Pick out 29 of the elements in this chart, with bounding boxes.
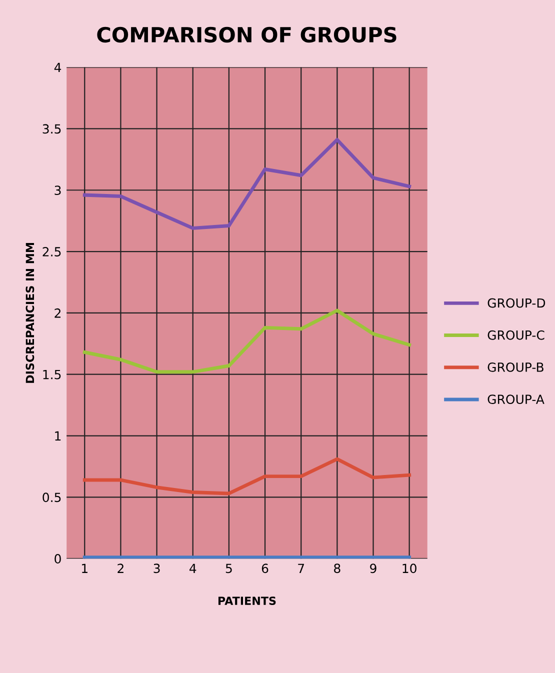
y-tick-label: 3.5	[42, 124, 61, 134]
x-axis-title: PATIENTS	[218, 596, 276, 605]
chart-title: COMPARISON OF GROUPS	[97, 26, 396, 43]
y-tick-label: 2.5	[42, 247, 61, 256]
legend-label: GROUP-B	[488, 362, 544, 372]
y-tick-label: 1.5	[43, 370, 61, 380]
x-tick-label: 5	[226, 564, 232, 574]
x-tick-label: 7	[298, 564, 304, 573]
legend-label: GROUP-A	[488, 394, 544, 404]
y-tick-label: 0	[54, 554, 61, 564]
y-axis-title: DISCREPANCIES IN MM	[26, 243, 34, 383]
legend-label: GROUP-C	[488, 330, 544, 340]
line-series	[82, 138, 412, 230]
y-tick-label: 2	[54, 308, 60, 318]
line-series	[82, 457, 412, 496]
x-tick-label: 2	[118, 564, 124, 573]
legend-label: GROUP-D	[488, 298, 546, 308]
x-tick-label: 3	[154, 564, 160, 574]
x-tick-label: 10	[402, 564, 416, 574]
x-tick-label: 1	[82, 564, 88, 573]
x-tick-label: 9	[370, 564, 376, 574]
line-series	[82, 308, 412, 374]
y-tick-label: 4	[54, 62, 62, 72]
x-tick-label: 6	[262, 564, 268, 574]
x-tick-label: 4	[189, 564, 196, 573]
y-tick-label: 1	[55, 431, 61, 441]
y-tick-label: 3	[54, 186, 61, 196]
y-tick-label: 0.5	[42, 492, 61, 502]
x-tick-label: 8	[334, 564, 340, 574]
